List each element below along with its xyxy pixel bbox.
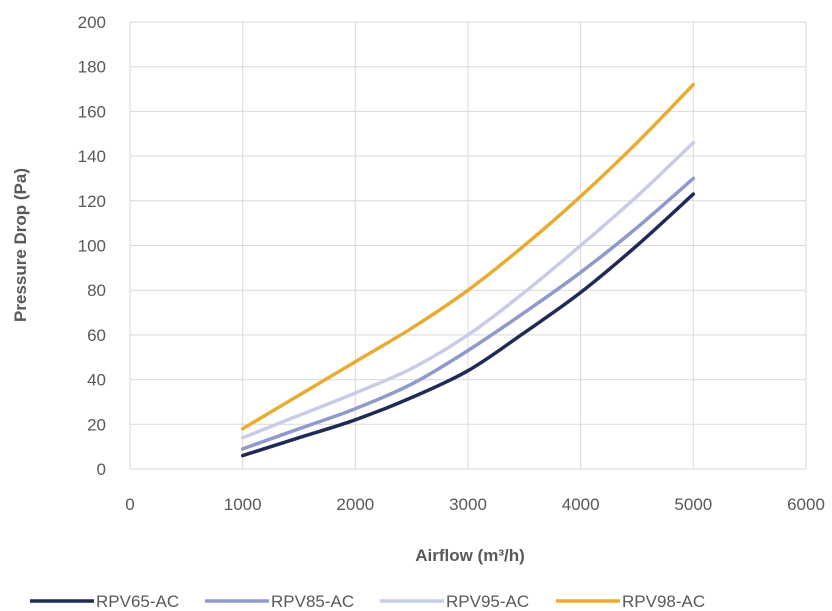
series-line-rpv95-ac (240, 140, 696, 440)
x-axis-title: Airflow (m³/h) (415, 546, 525, 565)
series-line-rpv98-ac (240, 82, 696, 431)
y-tick-label: 80 (87, 281, 106, 300)
x-tick-label: 0 (125, 495, 134, 514)
legend-item-rpv85-ac: RPV85-AC (205, 592, 354, 611)
legend-item-rpv65-ac: RPV65-AC (30, 592, 179, 611)
x-tick-label: 4000 (562, 495, 600, 514)
y-tick-label: 160 (78, 102, 106, 121)
legend: RPV65-AC RPV85-AC RPV95-AC RPV98-AC (30, 592, 705, 611)
series-line-rpv85-ac (240, 176, 696, 451)
x-tick-label: 5000 (674, 495, 712, 514)
y-tick-label: 40 (87, 371, 106, 390)
y-tick-label: 180 (78, 58, 106, 77)
legend-item-rpv95-ac: RPV95-AC (380, 592, 529, 611)
y-tick-label: 100 (78, 237, 106, 256)
y-axis-title: Pressure Drop (Pa) (11, 168, 30, 322)
y-tick-label: 120 (78, 192, 106, 211)
legend-label: RPV85-AC (271, 592, 354, 611)
x-tick-label: 6000 (787, 495, 825, 514)
y-tick-label: 20 (87, 415, 106, 434)
series-lines (240, 82, 696, 458)
y-tick-label: 200 (78, 13, 106, 32)
y-axis-tick-labels: 0 20 40 60 80 100 120 140 160 180 200 (78, 13, 106, 479)
y-tick-label: 60 (87, 326, 106, 345)
x-tick-label: 2000 (336, 495, 374, 514)
x-axis-tick-labels: 0 1000 2000 3000 4000 5000 6000 (125, 495, 825, 514)
legend-label: RPV95-AC (446, 592, 529, 611)
y-tick-label: 140 (78, 147, 106, 166)
x-tick-label: 1000 (224, 495, 262, 514)
grid-lines (129, 21, 807, 470)
legend-item-rpv98-ac: RPV98-AC (556, 592, 705, 611)
y-tick-label: 0 (97, 460, 106, 479)
legend-label: RPV98-AC (622, 592, 705, 611)
legend-label: RPV65-AC (96, 592, 179, 611)
series-line-rpv65-ac (240, 192, 696, 458)
x-tick-label: 3000 (449, 495, 487, 514)
